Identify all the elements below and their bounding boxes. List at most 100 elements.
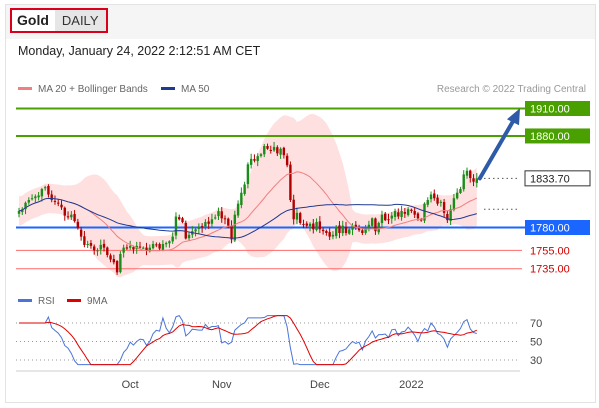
candle-body xyxy=(449,209,452,221)
candle-body xyxy=(83,236,86,245)
bollinger-bands xyxy=(19,113,477,278)
level-box-1880.00 xyxy=(525,128,590,144)
candle-body xyxy=(184,222,187,239)
candle-body xyxy=(220,211,223,219)
candle-body xyxy=(446,213,449,221)
chart-header: Gold DAILY xyxy=(6,5,595,39)
candle-body xyxy=(171,236,174,242)
candle-body xyxy=(341,225,344,234)
candle-body xyxy=(161,243,165,250)
candle-body xyxy=(423,203,426,221)
candle-body xyxy=(40,189,44,197)
candle-body xyxy=(187,234,191,239)
time-axis: Oct Nov Dec 2022 xyxy=(16,370,520,391)
time-tick-Dec: Dec xyxy=(310,379,330,391)
candle-body xyxy=(475,178,478,183)
candle-body xyxy=(89,243,93,246)
candle-body xyxy=(351,225,354,230)
candle-body xyxy=(164,243,168,245)
candle-body xyxy=(295,212,299,220)
candle-body xyxy=(390,215,393,219)
candle-body xyxy=(197,226,201,229)
candle-body xyxy=(266,146,269,149)
candle-body xyxy=(181,218,184,223)
candle-body xyxy=(279,148,282,155)
candle-body xyxy=(455,192,459,199)
candle-body xyxy=(344,226,348,233)
candle-body xyxy=(299,213,302,223)
candle-body xyxy=(263,146,266,155)
chart-timestamp: Monday, January 24, 2022 2:12:51 AM CET xyxy=(18,44,261,58)
level-label-1780.00: 1780.00 xyxy=(530,223,570,235)
level-box-1833.70 xyxy=(524,170,591,187)
candle-body xyxy=(374,218,377,232)
candle-body xyxy=(148,247,151,252)
rsi-ma-legend-swatch xyxy=(67,299,81,302)
candle-body xyxy=(194,229,197,232)
candle-body xyxy=(158,244,161,249)
candle-body xyxy=(289,164,292,201)
candle-body xyxy=(469,170,472,179)
candle-body xyxy=(138,246,142,248)
candle-body xyxy=(249,158,253,165)
candle-body xyxy=(243,184,246,194)
level-box-1910.00 xyxy=(525,101,590,116)
candle-body xyxy=(384,213,387,221)
rsi-tick-30: 30 xyxy=(530,355,542,367)
candle-body xyxy=(256,156,259,162)
candle-body xyxy=(276,147,279,154)
rsi-tick-70: 70 xyxy=(530,318,542,330)
symbol-label: Gold xyxy=(17,12,49,28)
candle-body xyxy=(236,203,240,216)
moving-averages xyxy=(18,108,520,252)
candle-body xyxy=(272,146,276,151)
candle-body xyxy=(79,229,83,237)
candle-body xyxy=(397,212,400,217)
candle-body xyxy=(168,241,171,244)
candle-body xyxy=(465,170,469,176)
candle-body xyxy=(380,214,384,224)
candle-body xyxy=(43,187,47,189)
bollinger-band-area xyxy=(19,113,477,278)
level-labels: 1910.00 1880.00 1833.70 1780.00 1755.00 1735.… xyxy=(524,101,591,276)
candle-body xyxy=(377,222,380,233)
candle-body xyxy=(462,174,465,190)
candle-body xyxy=(122,247,125,253)
candle-body xyxy=(452,198,456,211)
candle-body xyxy=(230,225,233,240)
candle-body xyxy=(214,217,217,219)
forecast-arrow-shaft xyxy=(477,119,515,181)
candle-body xyxy=(112,259,116,263)
level-label-1880.00: 1880.00 xyxy=(530,131,570,143)
candle-body xyxy=(305,223,308,226)
candle-body xyxy=(364,228,367,233)
level-label-1755.00: 1755.00 xyxy=(530,245,570,257)
timeframe-button[interactable]: DAILY xyxy=(54,10,106,31)
candle-body xyxy=(70,214,73,218)
candle-body xyxy=(354,224,358,227)
candle-body xyxy=(233,214,237,241)
candle-body xyxy=(253,159,256,161)
candle-body xyxy=(370,218,374,226)
candle-body xyxy=(217,211,220,217)
candle-body xyxy=(338,225,341,233)
candle-body xyxy=(73,213,76,222)
candle-body xyxy=(246,164,250,185)
candle-body xyxy=(24,202,27,210)
ma20-legend-swatch xyxy=(18,87,32,90)
candle-body xyxy=(125,247,129,249)
candle-body xyxy=(436,197,439,204)
candle-body xyxy=(413,211,416,215)
candle-body xyxy=(442,202,446,213)
candle-body xyxy=(361,230,364,233)
copyright-text: Research © 2022 Trading Central xyxy=(437,84,586,95)
candle-body xyxy=(106,247,109,255)
level-label-1910.00: 1910.00 xyxy=(530,104,570,116)
candle-body xyxy=(312,223,315,230)
candle-body xyxy=(429,194,433,200)
symbol-selector[interactable]: Gold DAILY xyxy=(10,8,108,33)
candle-body xyxy=(328,232,331,237)
candle-body xyxy=(37,195,40,198)
candle-body xyxy=(57,202,60,204)
candle-body xyxy=(30,198,34,200)
